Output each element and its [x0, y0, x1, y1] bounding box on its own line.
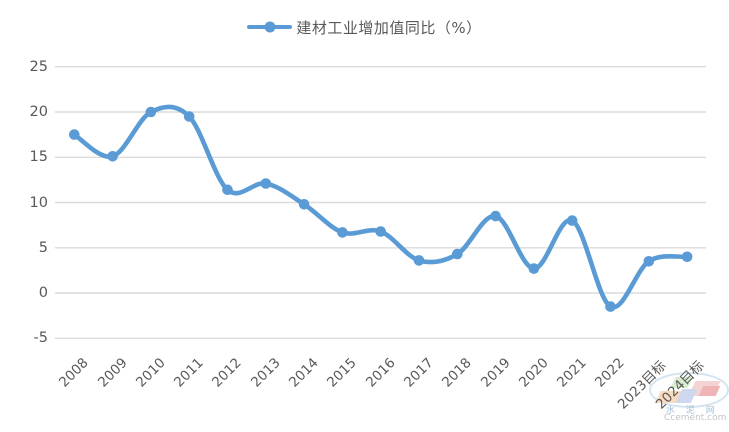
x-tick-label: 2014: [285, 355, 322, 391]
watermark-text-cn: 水 泥 网: [666, 406, 719, 416]
x-tick-label: 2020: [515, 355, 552, 391]
x-tick-label: 2009: [94, 355, 131, 391]
series-line: [72, 104, 690, 310]
y-tick-label: 5: [38, 240, 48, 256]
x-tick-label: 2017: [400, 355, 437, 391]
data-point-marker: [222, 184, 233, 196]
data-point-marker: [566, 215, 578, 226]
watermark-swoosh-ellipse: [649, 372, 729, 408]
x-tick-label: 2015: [323, 355, 360, 391]
x-tick-label: 2013: [247, 355, 284, 391]
x-tick-label: 2012: [208, 355, 245, 391]
x-tick-label: 2018: [438, 355, 475, 391]
x-tick-label: 2016: [362, 355, 399, 391]
x-tick-label: 2021: [553, 355, 590, 391]
watermark-text-en: Ccement.com: [664, 413, 727, 423]
y-tick-label: 15: [29, 149, 48, 165]
data-point-marker: [145, 106, 157, 118]
legend: 建材工业增加值同比（%）: [0, 16, 729, 38]
watermark-logo: 水 泥 网 Ccement.com: [646, 368, 729, 428]
x-tick-label: 2011: [170, 355, 207, 391]
data-point-marker: [69, 129, 80, 140]
data-point-marker: [452, 248, 463, 260]
data-point-marker: [337, 227, 348, 238]
x-tick-label: 2008: [55, 355, 92, 391]
legend-marker-dot: [264, 21, 276, 33]
data-point-marker: [375, 226, 387, 237]
data-point-marker: [490, 210, 501, 222]
y-tick-label: -5: [33, 330, 48, 346]
y-tick-label: 20: [29, 104, 48, 120]
data-point-marker: [260, 178, 272, 189]
y-tick-label: 10: [29, 195, 48, 211]
data-point-marker: [605, 301, 616, 312]
data-point-marker: [528, 263, 540, 274]
x-tick-label: 2019: [477, 355, 514, 391]
y-tick-label: 25: [29, 59, 48, 75]
data-point-marker: [183, 111, 195, 122]
x-tick-label: 2022: [591, 355, 628, 391]
y-tick-label: 0: [38, 285, 48, 301]
data-point-marker: [681, 251, 693, 263]
data-point-marker: [413, 255, 425, 266]
x-tick-label: 2010: [132, 355, 169, 391]
data-point-marker: [643, 255, 655, 267]
data-point-marker: [298, 199, 310, 210]
y-axis-labels: 25 20 15 10 5 0 -5: [0, 0, 48, 432]
legend-line-sample: [247, 21, 293, 33]
data-point-marker: [107, 151, 118, 162]
legend-label: 建材工业增加值同比（%）: [296, 18, 482, 37]
